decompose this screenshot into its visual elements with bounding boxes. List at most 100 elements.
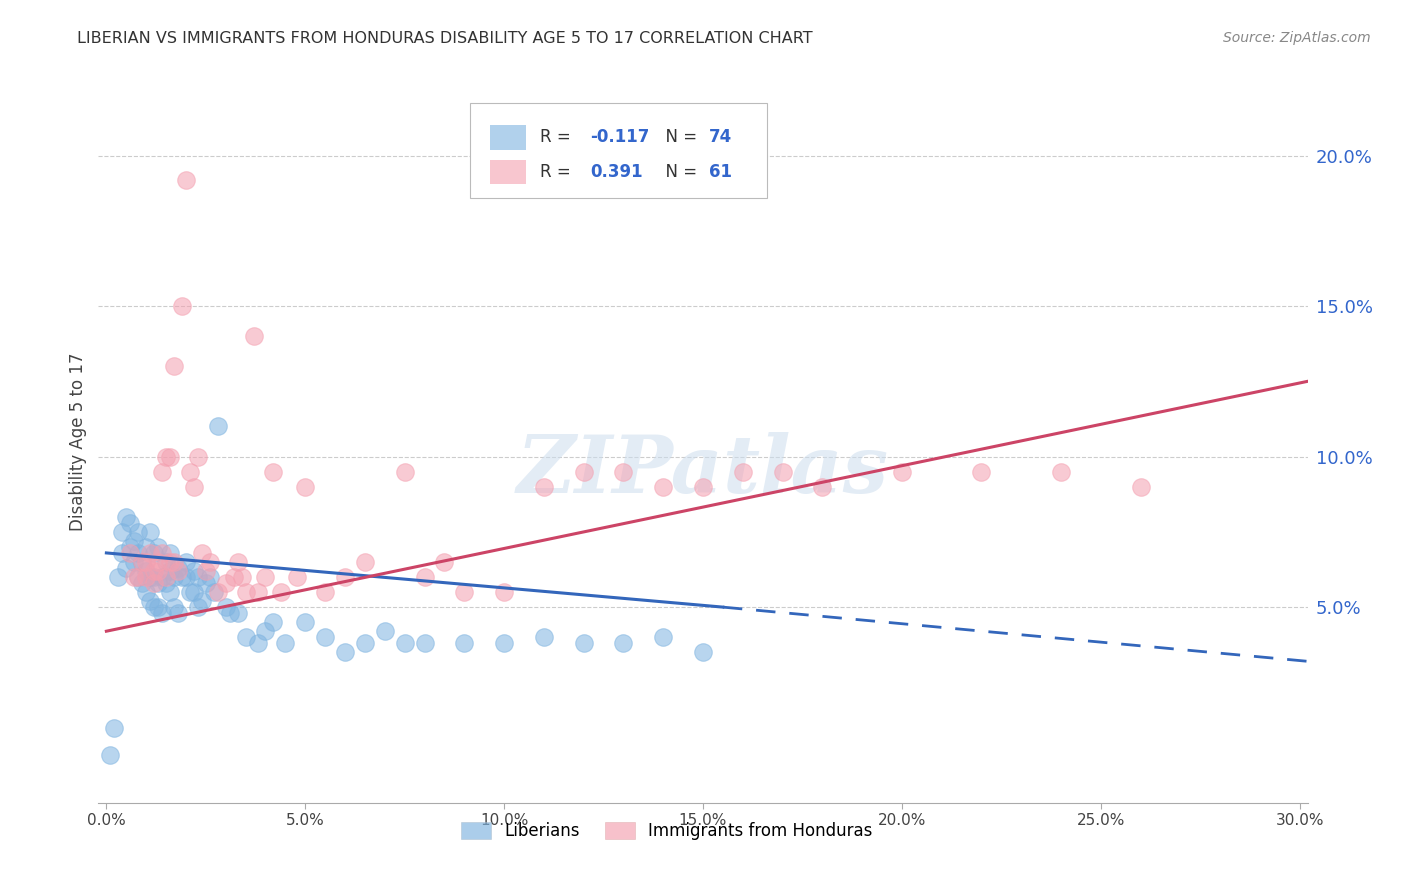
Point [159, 585, 181, 599]
Point [572, 636, 595, 650]
Point [285, 570, 308, 584]
Point [333, 570, 356, 584]
Point [183, 585, 205, 599]
Point [231, 570, 253, 584]
Text: 61: 61 [709, 163, 733, 181]
Point [139, 524, 162, 539]
Point [139, 546, 162, 560]
Point [218, 606, 240, 620]
Point [170, 570, 193, 584]
Point [131, 555, 153, 569]
Point [246, 585, 269, 599]
Point [294, 615, 316, 630]
Point [170, 299, 193, 313]
Point [652, 630, 675, 644]
Legend: Liberians, Immigrants from Honduras: Liberians, Immigrants from Honduras [453, 814, 880, 848]
Point [139, 594, 162, 608]
Point [772, 465, 794, 479]
Point [150, 570, 173, 584]
Text: LIBERIAN VS IMMIGRANTS FROM HONDURAS DISABILITY AGE 5 TO 17 CORRELATION CHART: LIBERIAN VS IMMIGRANTS FROM HONDURAS DIS… [77, 31, 813, 46]
Point [146, 555, 169, 569]
Point [139, 570, 162, 584]
Point [354, 555, 377, 569]
Point [494, 585, 516, 599]
Point [174, 555, 197, 569]
Point [179, 585, 201, 599]
Point [122, 570, 145, 584]
Point [146, 600, 169, 615]
Point [163, 555, 186, 569]
Point [453, 636, 475, 650]
Point [413, 570, 436, 584]
Point [143, 546, 166, 560]
Point [194, 576, 217, 591]
Point [242, 329, 264, 343]
Point [194, 564, 217, 578]
Text: N =: N = [655, 128, 702, 145]
Point [107, 570, 129, 584]
Point [274, 636, 297, 650]
Point [163, 600, 186, 615]
Point [155, 450, 177, 464]
Point [143, 570, 166, 584]
Point [135, 585, 157, 599]
Point [890, 465, 912, 479]
Point [127, 546, 149, 560]
Point [103, 721, 125, 735]
Point [294, 480, 316, 494]
Point [131, 555, 153, 569]
Point [115, 561, 138, 575]
Point [167, 606, 190, 620]
Point [354, 636, 377, 650]
Text: 0.391: 0.391 [591, 163, 643, 181]
Point [222, 570, 245, 584]
Point [262, 615, 284, 630]
Point [146, 564, 169, 578]
Point [183, 480, 205, 494]
Point [215, 576, 238, 591]
Text: Source: ZipAtlas.com: Source: ZipAtlas.com [1223, 31, 1371, 45]
Point [207, 585, 229, 599]
Point [207, 419, 229, 434]
Point [333, 645, 356, 659]
Point [98, 747, 121, 762]
Point [135, 540, 157, 554]
Point [413, 636, 436, 650]
Point [235, 585, 257, 599]
Point [453, 585, 475, 599]
Point [262, 465, 284, 479]
Point [314, 585, 336, 599]
Point [159, 546, 181, 560]
Point [163, 359, 186, 374]
Point [187, 570, 209, 584]
Text: 74: 74 [709, 128, 733, 145]
Point [1050, 465, 1073, 479]
Point [215, 600, 238, 615]
Point [235, 630, 257, 644]
Point [198, 555, 221, 569]
Point [270, 585, 292, 599]
Point [115, 509, 138, 524]
Point [692, 480, 714, 494]
Point [179, 465, 201, 479]
Point [202, 585, 225, 599]
Point [135, 555, 157, 569]
Y-axis label: Disability Age 5 to 17: Disability Age 5 to 17 [69, 352, 87, 531]
Point [146, 540, 169, 554]
Point [970, 465, 993, 479]
Point [150, 465, 173, 479]
Point [159, 564, 181, 578]
Point [191, 594, 214, 608]
Point [692, 645, 714, 659]
Point [183, 564, 205, 578]
Point [187, 450, 209, 464]
Point [167, 564, 190, 578]
Point [246, 636, 269, 650]
Point [120, 516, 142, 530]
Point [155, 570, 177, 584]
Point [1129, 480, 1152, 494]
Point [150, 546, 173, 560]
Point [494, 636, 516, 650]
FancyBboxPatch shape [491, 160, 526, 185]
Text: R =: R = [540, 128, 576, 145]
